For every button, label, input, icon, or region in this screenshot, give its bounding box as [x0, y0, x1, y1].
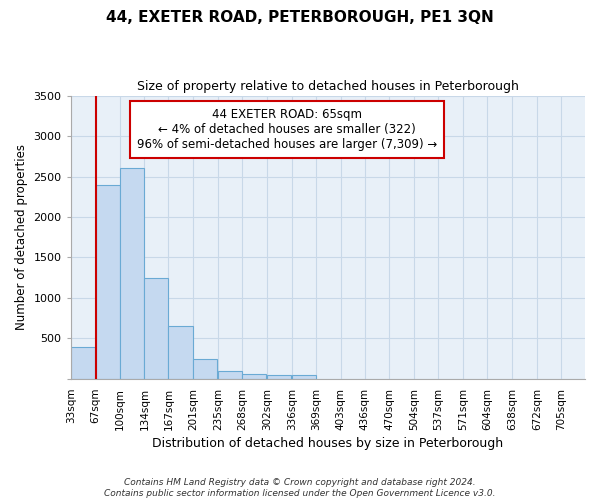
Text: 44, EXETER ROAD, PETERBOROUGH, PE1 3QN: 44, EXETER ROAD, PETERBOROUGH, PE1 3QN: [106, 10, 494, 25]
Bar: [218, 371, 242, 379]
Title: Size of property relative to detached houses in Peterborough: Size of property relative to detached ho…: [137, 80, 519, 93]
X-axis label: Distribution of detached houses by size in Peterborough: Distribution of detached houses by size …: [152, 437, 503, 450]
Bar: [71, 346, 95, 379]
Bar: [193, 358, 217, 379]
Bar: [95, 184, 119, 379]
Bar: [145, 278, 169, 379]
Bar: [119, 168, 143, 379]
Text: 44 EXETER ROAD: 65sqm
← 4% of detached houses are smaller (322)
96% of semi-deta: 44 EXETER ROAD: 65sqm ← 4% of detached h…: [137, 108, 437, 151]
Bar: [292, 375, 316, 379]
Bar: [267, 375, 291, 379]
Bar: [242, 374, 266, 379]
Text: Contains HM Land Registry data © Crown copyright and database right 2024.
Contai: Contains HM Land Registry data © Crown c…: [104, 478, 496, 498]
Bar: [169, 326, 193, 379]
Y-axis label: Number of detached properties: Number of detached properties: [15, 144, 28, 330]
